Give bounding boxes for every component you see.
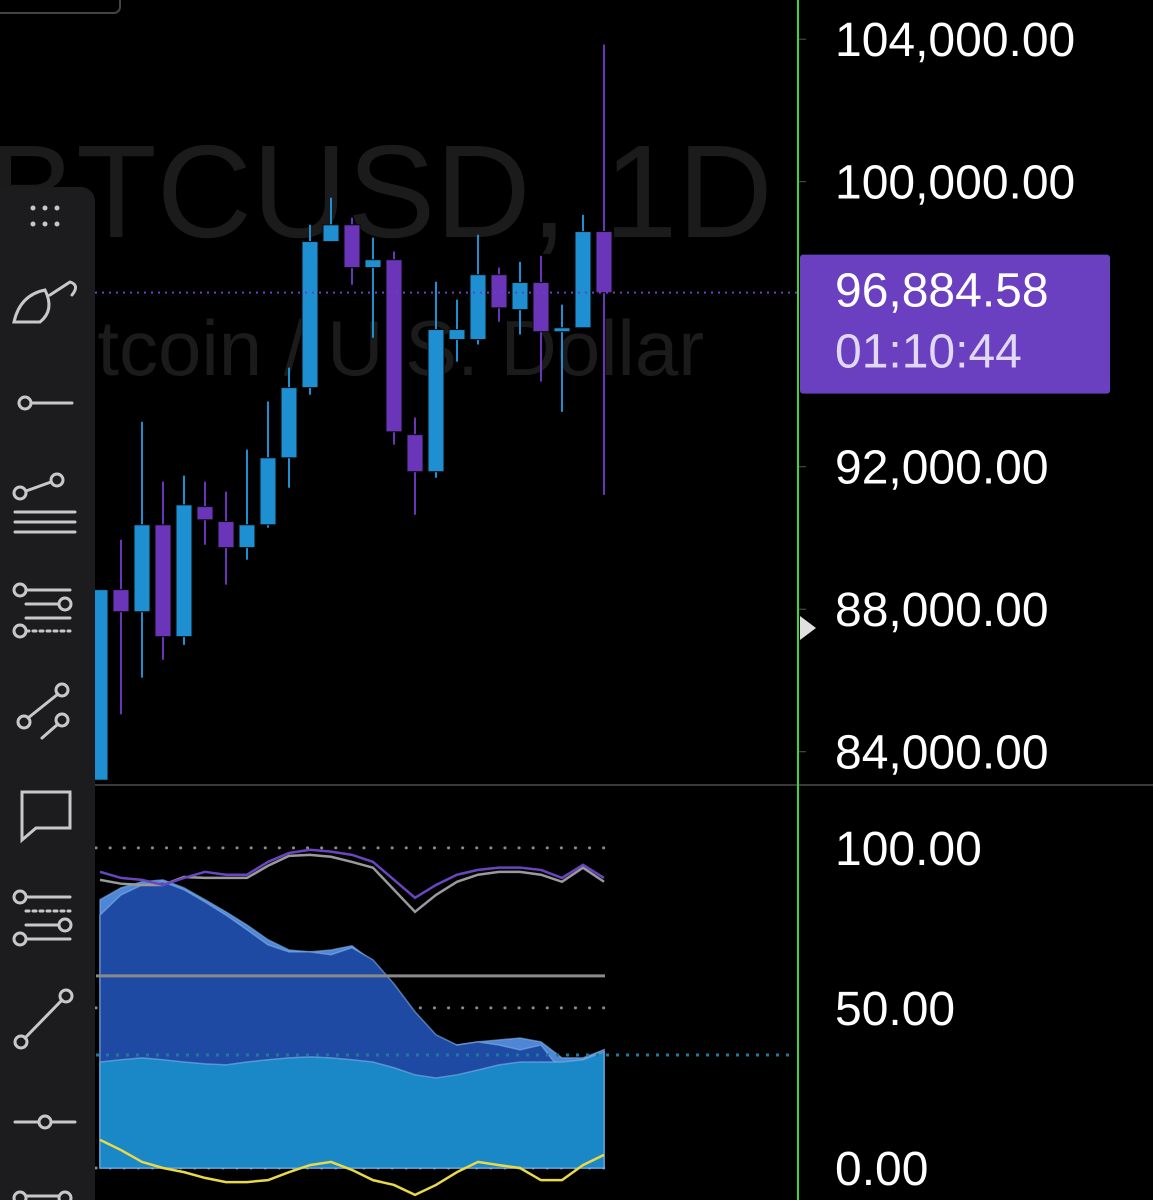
crosshair-marker	[800, 616, 816, 640]
trend-line-tool[interactable]	[13, 988, 74, 1050]
candle-body	[301, 241, 319, 389]
candle-body	[448, 329, 466, 341]
candle-body	[406, 434, 424, 473]
y-tick-label: 100.00	[835, 823, 982, 876]
candle-body	[259, 457, 277, 526]
oscillator-line	[99, 848, 605, 900]
candle-body	[112, 589, 130, 613]
candle-body	[595, 231, 613, 294]
countdown-label: 01:10:44	[835, 326, 1022, 379]
y-tick-label: 92,000.00	[835, 442, 1049, 495]
candle-body	[280, 387, 298, 459]
candle-body	[217, 521, 235, 549]
callout-tool[interactable]	[20, 790, 72, 844]
fib-tool[interactable]	[12, 582, 73, 639]
y-tick-label: 50.00	[835, 983, 955, 1036]
watermark: BTCUSD, 1D Bitcoin / U.S. Dollar	[0, 118, 773, 392]
y-tick-label: 0.00	[835, 1143, 928, 1196]
horizontal-ray-tool[interactable]	[17, 395, 74, 411]
drawing-toolbar	[0, 187, 95, 1200]
toolbar-panel	[0, 187, 95, 1200]
candle-body	[385, 259, 403, 433]
candle-body	[238, 524, 256, 549]
candle-body	[322, 224, 340, 243]
y-tick-label: 104,000.00	[835, 14, 1075, 67]
pitchfork-tool[interactable]	[12, 472, 77, 534]
candle-body	[553, 327, 571, 333]
last-price-box	[800, 254, 1110, 394]
candle-body	[343, 224, 361, 269]
last-price-label: 96,884.58	[835, 265, 1049, 318]
oscillator-area	[99, 1050, 605, 1169]
watermark-symbol: BTCUSD, 1D	[0, 118, 773, 265]
price-pane	[91, 38, 806, 781]
candle-body	[364, 259, 382, 269]
y-tick-label: 100,000.00	[835, 157, 1075, 210]
candle-body	[175, 504, 193, 638]
candle-body	[574, 231, 592, 329]
toolbar-handle[interactable]	[30, 205, 60, 227]
candle-body	[196, 506, 214, 521]
watermark-description: Bitcoin / U.S. Dollar	[28, 304, 704, 392]
candle-body	[133, 524, 151, 613]
y-tick-label: 84,000.00	[835, 727, 1049, 780]
ruler-tool[interactable]	[12, 1190, 73, 1200]
horizontal-line-tool[interactable]	[13, 1114, 77, 1130]
top-button[interactable]	[0, 0, 121, 14]
candle-body	[490, 274, 508, 309]
fib-extension-tool[interactable]	[12, 889, 73, 947]
oscillator-pane	[94, 846, 795, 1197]
candle-body	[469, 274, 487, 341]
candle-body	[154, 524, 172, 638]
brush-tool[interactable]	[12, 280, 77, 324]
y-tick-label: 88,000.00	[835, 584, 1049, 637]
trend-channel-tool[interactable]	[16, 682, 70, 740]
oscillator-line	[99, 1138, 605, 1197]
candle-body	[511, 282, 529, 311]
candle-body	[427, 329, 445, 473]
candle-body	[532, 282, 550, 333]
